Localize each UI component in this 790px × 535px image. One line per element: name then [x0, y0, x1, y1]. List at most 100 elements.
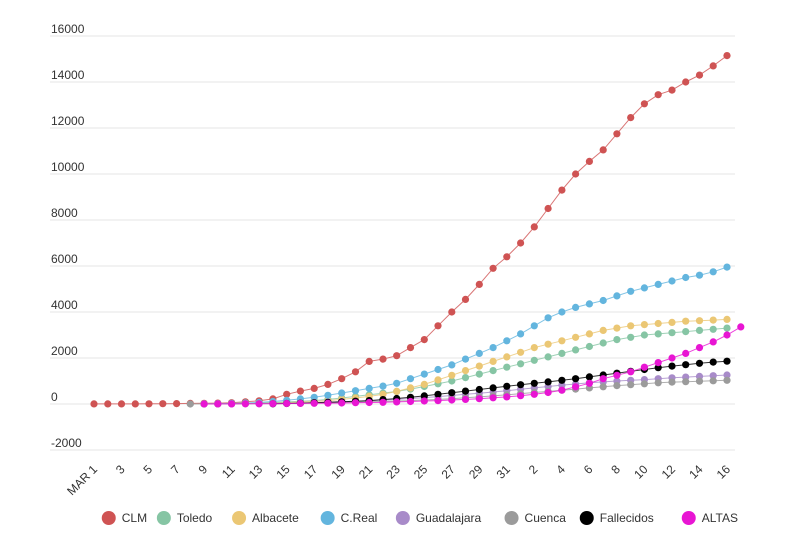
- x-tick-label: 5: [141, 462, 156, 477]
- data-point: [695, 377, 704, 385]
- grid-lines: [50, 35, 735, 451]
- series-layer: [90, 52, 745, 408]
- data-point: [599, 296, 607, 305]
- data-point: [489, 357, 497, 365]
- legend-swatch: [320, 511, 335, 525]
- x-tick-label: 11: [219, 462, 238, 481]
- x-tick-label: 9: [196, 462, 211, 477]
- data-point: [585, 157, 594, 165]
- data-point: [365, 398, 373, 407]
- data-point: [572, 346, 580, 354]
- data-point: [145, 400, 153, 408]
- data-point: [90, 400, 98, 408]
- data-point: [461, 355, 470, 363]
- data-point: [544, 378, 552, 386]
- legend-swatch: [101, 511, 116, 525]
- data-point: [338, 389, 346, 397]
- data-point: [640, 321, 649, 329]
- x-tick-label: 17: [301, 462, 321, 482]
- data-point: [461, 374, 470, 382]
- x-tick-label: 23: [384, 462, 404, 482]
- legend-label: CLM: [122, 511, 147, 525]
- legend-label: ALTAS: [702, 511, 738, 525]
- data-point: [475, 280, 483, 288]
- data-point: [682, 78, 690, 86]
- data-point: [406, 384, 415, 392]
- data-point: [117, 400, 126, 408]
- data-point: [489, 384, 497, 392]
- legend-item-cuenca[interactable]: Cuenca: [504, 511, 567, 525]
- data-point: [627, 287, 635, 295]
- legend-item-fallecidos[interactable]: Fallecidos: [579, 511, 654, 525]
- legend-item-altas[interactable]: ALTAS: [681, 511, 738, 525]
- data-point: [461, 295, 470, 303]
- data-point: [489, 344, 497, 352]
- legend-swatch: [504, 511, 519, 525]
- data-point: [682, 361, 690, 369]
- data-point: [448, 377, 456, 385]
- data-point: [640, 380, 649, 388]
- data-point: [530, 223, 538, 231]
- data-point: [475, 395, 483, 403]
- data-point: [489, 264, 497, 272]
- data-point: [406, 344, 415, 352]
- y-tick-label: 16000: [51, 22, 85, 36]
- series-line: [94, 55, 728, 405]
- series-altas: [200, 323, 745, 408]
- legend-item-guadalajara[interactable]: Guadalajara: [395, 511, 482, 525]
- data-point: [351, 368, 360, 376]
- data-point: [324, 380, 332, 388]
- data-point: [668, 354, 676, 362]
- data-point: [503, 382, 511, 390]
- data-point: [709, 325, 717, 333]
- legend[interactable]: CLM Toledo Albacete C.Real Guadalajara Cuenca…: [101, 511, 738, 525]
- y-tick-label: 4000: [51, 298, 78, 312]
- data-point: [475, 349, 483, 357]
- data-point: [599, 383, 607, 391]
- data-point: [627, 333, 635, 341]
- data-point: [709, 372, 717, 380]
- data-point: [283, 399, 291, 408]
- legend-item-c-real[interactable]: C.Real: [320, 511, 378, 525]
- legend-label: Toledo: [177, 511, 213, 525]
- data-point: [351, 399, 360, 407]
- data-point: [393, 352, 401, 360]
- data-point: [365, 384, 373, 392]
- data-point: [544, 353, 552, 361]
- legend-label: Guadalajara: [416, 511, 482, 525]
- data-point: [434, 322, 442, 330]
- data-point: [283, 390, 291, 398]
- legend-swatch: [579, 511, 594, 525]
- data-point: [695, 317, 704, 325]
- data-point: [379, 398, 387, 406]
- x-tick-label: 6: [581, 462, 596, 477]
- data-point: [517, 381, 525, 389]
- data-point: [627, 381, 635, 389]
- data-point: [585, 379, 594, 387]
- data-point: [448, 396, 456, 404]
- y-axis-tick-labels: 16000 14000 12000 10000 8000 6000 4000 2000 0 -20…: [51, 22, 85, 450]
- data-point: [572, 303, 580, 311]
- series-c-real: [200, 263, 731, 408]
- data-point: [613, 336, 621, 344]
- data-point: [558, 186, 566, 194]
- data-point: [393, 379, 401, 387]
- data-point: [627, 114, 635, 122]
- x-tick-label: 3: [113, 462, 128, 477]
- x-tick-label: 21: [356, 462, 376, 482]
- legend-swatch: [681, 511, 696, 525]
- data-point: [379, 390, 387, 398]
- legend-item-clm[interactable]: CLM: [101, 511, 147, 525]
- legend-item-toledo[interactable]: Toledo: [156, 511, 213, 525]
- data-point: [503, 253, 511, 261]
- data-point: [503, 393, 511, 401]
- data-point: [269, 400, 277, 408]
- data-point: [599, 326, 607, 334]
- data-point: [131, 400, 139, 408]
- legend-item-albacete[interactable]: Albacete: [232, 511, 299, 525]
- data-point: [530, 390, 538, 398]
- data-point: [255, 400, 263, 408]
- data-point: [654, 364, 662, 372]
- series-line: [272, 360, 728, 405]
- data-point: [434, 390, 442, 398]
